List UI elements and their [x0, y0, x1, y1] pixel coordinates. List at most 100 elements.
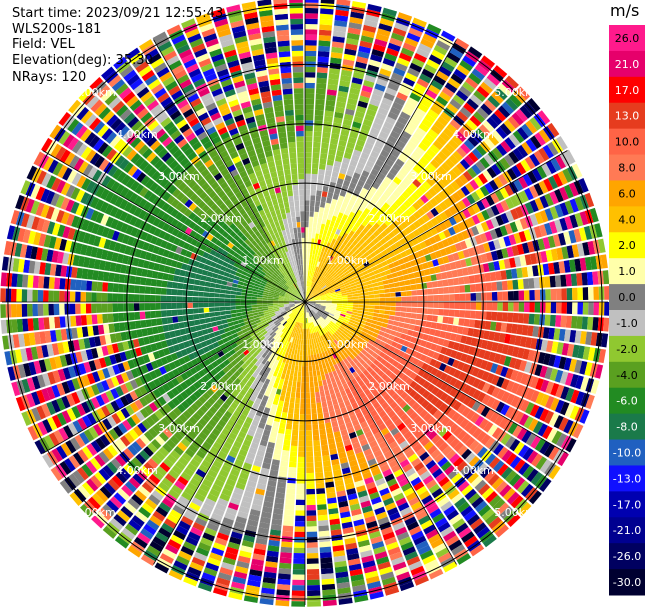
velocity-gate [336, 308, 342, 312]
velocity-gate [565, 437, 577, 453]
velocity-gate [483, 99, 497, 112]
velocity-gate [302, 360, 305, 367]
velocity-gate [121, 484, 134, 497]
velocity-gate [305, 398, 311, 404]
velocity-gate [98, 507, 112, 521]
velocity-gate [344, 284, 351, 289]
velocity-gate [246, 337, 254, 343]
velocity-gate [369, 261, 377, 268]
velocity-gate [416, 419, 426, 429]
velocity-gate [320, 295, 326, 298]
velocity-gate [430, 343, 438, 351]
velocity-gate [320, 335, 325, 341]
velocity-gate [283, 322, 289, 327]
velocity-gate [253, 493, 264, 501]
velocity-gate [280, 332, 285, 338]
velocity-gate [358, 45, 371, 54]
velocity-gate [347, 306, 353, 310]
velocity-gate [198, 431, 208, 441]
velocity-gate [335, 217, 342, 224]
velocity-gate [470, 475, 483, 488]
velocity-gate [125, 404, 135, 416]
velocity-gate [287, 472, 297, 479]
velocity-gate [352, 275, 359, 280]
velocity-gate [550, 248, 559, 261]
velocity-gate [429, 144, 440, 155]
velocity-gate [327, 323, 333, 329]
velocity-gate [434, 517, 448, 528]
velocity-gate [333, 210, 339, 217]
velocity-gate [455, 351, 463, 361]
velocity-gate [233, 397, 241, 406]
velocity-gate [268, 320, 274, 326]
velocity-gate [57, 342, 65, 355]
velocity-gate [427, 445, 438, 455]
velocity-gate [452, 342, 460, 351]
velocity-gate [453, 379, 463, 390]
velocity-gate [446, 509, 459, 521]
velocity-gate [312, 343, 316, 350]
velocity-gate [319, 307, 325, 311]
velocity-gate [142, 354, 151, 364]
velocity-gate [247, 346, 254, 353]
velocity-gate [311, 254, 315, 261]
velocity-gate [381, 260, 388, 267]
velocity-gate [308, 294, 313, 299]
velocity-gate [224, 423, 233, 432]
velocity-gate [198, 417, 208, 427]
velocity-gate [396, 57, 410, 67]
velocity-gate [331, 271, 337, 277]
velocity-gate [386, 324, 393, 330]
velocity-gate [537, 238, 546, 251]
velocity-gate [181, 400, 190, 410]
velocity-gate [306, 317, 309, 324]
velocity-gate [432, 139, 444, 151]
velocity-gate [100, 380, 110, 392]
velocity-gate [115, 398, 125, 409]
velocity-gate [276, 589, 290, 596]
velocity-gate [127, 359, 136, 370]
velocity-gate [226, 507, 238, 516]
velocity-gate [278, 349, 284, 356]
velocity-gate [114, 536, 129, 549]
velocity-gate [337, 328, 343, 334]
velocity-gate [170, 421, 181, 431]
velocity-gate [184, 420, 195, 430]
velocity-gate [305, 216, 309, 222]
velocity-gate [311, 332, 315, 339]
velocity-gate [437, 190, 447, 201]
velocity-gate [461, 531, 475, 543]
velocity-gate [439, 264, 446, 273]
velocity-gate [464, 436, 476, 448]
velocity-gate [400, 506, 412, 517]
velocity-gate [512, 312, 519, 323]
velocity-gate [263, 323, 270, 329]
velocity-gate [501, 378, 510, 390]
velocity-gate [500, 270, 507, 280]
velocity-gate [569, 259, 576, 273]
velocity-gate [25, 393, 36, 408]
velocity-gate [246, 399, 255, 407]
velocity-gate [277, 481, 286, 489]
velocity-gate [176, 403, 186, 413]
velocity-gate [296, 305, 301, 309]
velocity-gate [350, 464, 360, 473]
velocity-gate [384, 536, 397, 546]
velocity-gate [137, 532, 151, 545]
velocity-gate [427, 260, 434, 268]
velocity-gate [374, 140, 384, 149]
velocity-gate [368, 173, 377, 182]
velocity-gate [226, 345, 234, 352]
velocity-gate [343, 439, 352, 447]
velocity-gate [298, 306, 302, 311]
velocity-gate [491, 130, 504, 143]
velocity-gate [339, 80, 351, 88]
velocity-gate [341, 225, 348, 233]
velocity-gate [97, 324, 105, 335]
velocity-gate [326, 492, 336, 499]
velocity-gate [522, 447, 534, 461]
velocity-gate [404, 279, 411, 286]
velocity-gate [375, 511, 388, 521]
velocity-gate [323, 465, 332, 473]
velocity-gate [460, 464, 472, 476]
